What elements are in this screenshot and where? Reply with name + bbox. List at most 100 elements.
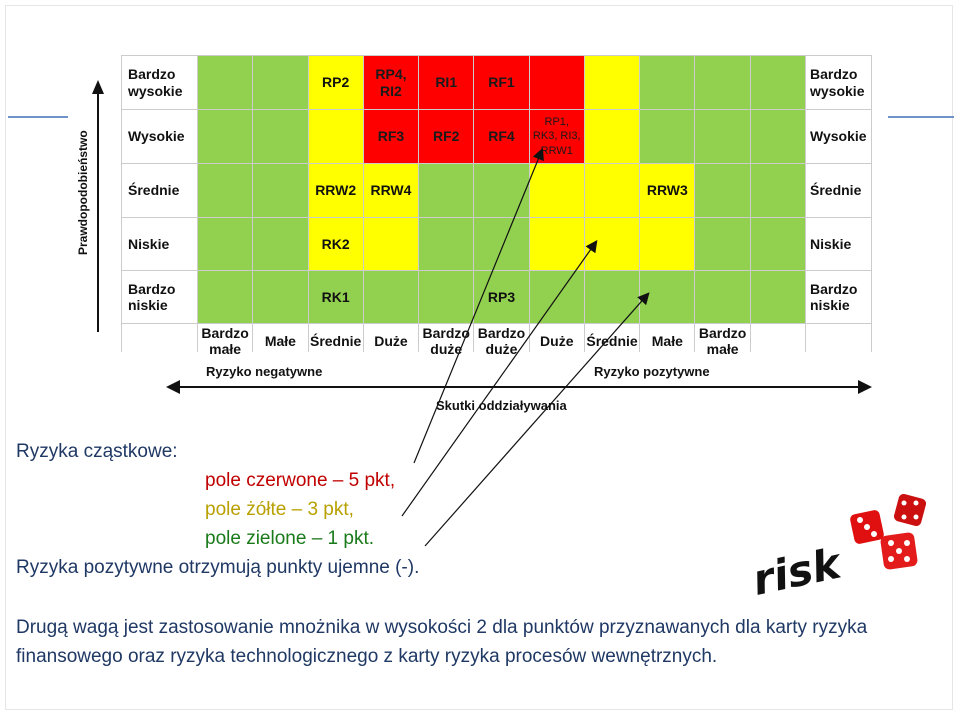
matrix-cell-text: RRW2 — [315, 182, 357, 199]
row-label-left: Bardzo wysokie — [122, 56, 197, 109]
row-label-right: Wysokie — [806, 110, 871, 163]
matrix-cell — [253, 271, 308, 323]
dice-icon — [850, 493, 927, 570]
matrix-cell-text: RRW3 — [646, 182, 688, 199]
matrix-cell — [198, 164, 253, 217]
matrix-cell-text: RP1, RK3, RI3, RRW1 — [532, 116, 581, 157]
matrix-cell — [253, 56, 308, 109]
matrix-cell — [198, 271, 253, 323]
matrix-cell: RRW3 — [640, 164, 695, 217]
matrix-cell: RP3 — [474, 271, 529, 323]
matrix-cell — [750, 271, 805, 323]
red-field-points: pole czerwone – 5 pkt, — [205, 470, 396, 491]
column-label-text: Bardzo małe — [698, 324, 747, 357]
column-label: Małe — [640, 324, 695, 358]
x-axis-arrow-right — [858, 380, 872, 394]
row-label-right-text: Bardzo wysokie — [810, 66, 865, 99]
arrow-yellow — [401, 240, 598, 517]
matrix-cell — [198, 56, 253, 109]
matrix-cell — [695, 56, 750, 109]
column-label: Duże — [529, 324, 584, 358]
matrix-cell: RP4, RI2 — [363, 56, 419, 109]
risk-dice-image: risk — [748, 493, 927, 596]
matrix-cell — [419, 218, 474, 270]
matrix-cell-text: RF4 — [488, 128, 515, 145]
matrix-cell: RI1 — [419, 56, 474, 109]
matrix-cell — [695, 271, 750, 323]
matrix-cell — [695, 110, 750, 163]
risk-word: risk — [748, 538, 847, 596]
header-rule-left — [8, 116, 68, 118]
row-label-right: Bardzo wysokie — [806, 56, 871, 109]
matrix-cell — [363, 218, 419, 270]
column-label: Bardzo małe — [695, 324, 750, 358]
column-label: Bardzo duże — [474, 324, 529, 358]
matrix-cell-text: RK1 — [321, 288, 350, 305]
y-axis-arrow — [92, 80, 104, 94]
arrow-green — [424, 292, 650, 547]
corner-cell — [122, 324, 197, 358]
column-label: Średnie — [584, 324, 640, 358]
row-label-left-text: Średnie — [128, 182, 180, 199]
negative-risk-label: Ryzyko negatywne — [206, 364, 323, 379]
row-label-right-text: Średnie — [810, 182, 862, 199]
matrix-cell: RF1 — [474, 56, 529, 109]
column-label-text: Małe — [264, 332, 296, 349]
matrix-cell — [198, 218, 253, 270]
matrix-cell — [750, 110, 805, 163]
matrix-cell: RK2 — [308, 218, 363, 270]
row-label-right: Niskie — [806, 218, 871, 270]
column-label: Duże — [363, 324, 419, 358]
matrix-cell — [695, 218, 750, 270]
matrix-cell-text: RP2 — [322, 74, 350, 91]
matrix-cell — [750, 56, 805, 109]
matrix-cell-text: RI1 — [435, 74, 458, 91]
matrix-cell — [529, 56, 584, 109]
matrix-cell-text: RK2 — [321, 235, 350, 252]
matrix-cell-text: RF2 — [432, 128, 460, 145]
matrix-cell: RF4 — [474, 110, 529, 163]
matrix-cell-text: RP3 — [487, 288, 516, 305]
row-label-right: Średnie — [806, 164, 871, 217]
column-label — [750, 324, 805, 358]
impact-axis-title: Skutki oddziaływania — [436, 398, 567, 413]
risk-matrix: Bardzo wysokie RP2 RP4, RI2 RI1 RF1 Bardzo wy… — [121, 55, 872, 358]
row-label-left-text: Bardzo niskie — [128, 280, 176, 313]
row-label-left-text: Bardzo wysokie — [128, 66, 183, 99]
column-label-text: Średnie — [309, 332, 362, 349]
subtotal-heading: Ryzyka cząstkowe: — [16, 441, 178, 462]
matrix-cell — [750, 164, 805, 217]
matrix-cell-text: RF1 — [488, 74, 515, 91]
matrix-cell — [474, 218, 529, 270]
yellow-field-points: pole żółte – 3 pkt, — [205, 499, 354, 520]
matrix-cell-text: RF3 — [377, 128, 405, 145]
column-label-text: Małe — [651, 332, 683, 349]
matrix-cell — [419, 164, 474, 217]
corner-cell — [806, 324, 871, 358]
x-axis-line — [174, 386, 860, 388]
matrix-cell: RF2 — [419, 110, 474, 163]
row-label-right: Bardzo niskie — [806, 271, 871, 323]
matrix-cell — [529, 218, 584, 270]
matrix-cell — [253, 110, 308, 163]
matrix-cell — [253, 218, 308, 270]
matrix-cell — [695, 164, 750, 217]
matrix-cell — [640, 110, 695, 163]
y-axis-line — [97, 92, 99, 332]
column-label-text: Bardzo duże — [477, 324, 526, 357]
column-label-text: Duże — [374, 332, 408, 349]
matrix-cell: RF3 — [363, 110, 419, 163]
column-label: Średnie — [308, 324, 363, 358]
matrix-cell: RRW2 — [308, 164, 363, 217]
matrix-cell-text: RRW4 — [370, 182, 412, 199]
matrix-cell — [308, 110, 363, 163]
row-label-left: Bardzo niskie — [122, 271, 197, 323]
matrix-cell — [529, 164, 584, 217]
column-label-text: Średnie — [586, 332, 638, 349]
matrix-cell — [584, 110, 640, 163]
slide-frame — [5, 5, 953, 710]
header-rule-right — [888, 116, 954, 118]
matrix-cell — [253, 164, 308, 217]
matrix-cell — [640, 218, 695, 270]
